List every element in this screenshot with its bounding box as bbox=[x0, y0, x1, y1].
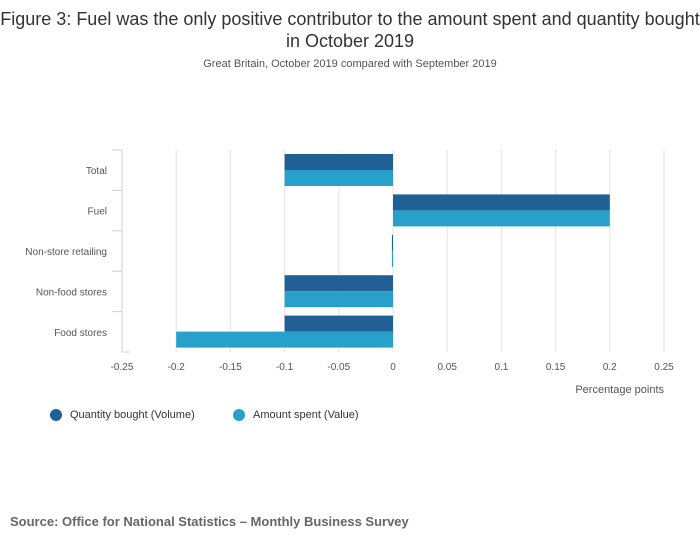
source-note: Source: Office for National Statistics –… bbox=[10, 514, 409, 529]
bar-volume bbox=[391, 234, 393, 251]
x-tick-label: -0.15 bbox=[219, 362, 242, 373]
legend-label: Amount spent (Value) bbox=[253, 409, 359, 421]
bar-value bbox=[284, 170, 393, 186]
chart-subtitle: Great Britain, October 2019 compared wit… bbox=[203, 58, 497, 70]
x-tick-label: -0.2 bbox=[168, 362, 186, 373]
y-tick-label: Fuel bbox=[88, 207, 107, 218]
bar-volume bbox=[393, 194, 610, 211]
x-tick-label: -0.05 bbox=[327, 362, 350, 373]
y-tick-label: Non-food stores bbox=[36, 287, 107, 298]
x-tick-label: 0.1 bbox=[494, 362, 508, 373]
x-tick-label: 0.25 bbox=[654, 362, 674, 373]
bar-volume bbox=[284, 315, 393, 332]
x-tick-label: 0.15 bbox=[546, 362, 566, 373]
legend-swatch-icon bbox=[233, 409, 245, 421]
legend-item-value: Amount spent (Value) bbox=[233, 409, 359, 421]
x-tick-label: 0.2 bbox=[603, 362, 617, 373]
bar-volume bbox=[284, 275, 393, 292]
x-tick-label: 0 bbox=[390, 362, 396, 373]
chart-title: Figure 3: Fuel was the only positive con… bbox=[0, 9, 700, 51]
bar-value bbox=[393, 210, 610, 227]
bar-value bbox=[176, 331, 393, 348]
y-tick-label: Food stores bbox=[54, 328, 107, 339]
y-tick-label: Total bbox=[86, 166, 107, 177]
bar-value bbox=[391, 250, 393, 267]
legend-swatch-icon bbox=[50, 409, 62, 421]
y-tick-label: Non-store retailing bbox=[25, 247, 107, 258]
legend-item-volume: Quantity bought (Volume) bbox=[50, 409, 195, 421]
x-axis-label: Percentage points bbox=[575, 384, 664, 396]
bar-volume bbox=[284, 154, 393, 170]
x-tick-label: 0.05 bbox=[437, 362, 457, 373]
bar-value bbox=[284, 291, 393, 308]
x-tick-label: -0.25 bbox=[111, 362, 134, 373]
bar-chart: -0.25 -0.2 -0.15 -0.1 -0.05 0 0.05 0.1 0.15 0.2 0.… bbox=[25, 149, 674, 396]
legend-label: Quantity bought (Volume) bbox=[70, 409, 195, 421]
x-tick-label: -0.1 bbox=[276, 362, 294, 373]
